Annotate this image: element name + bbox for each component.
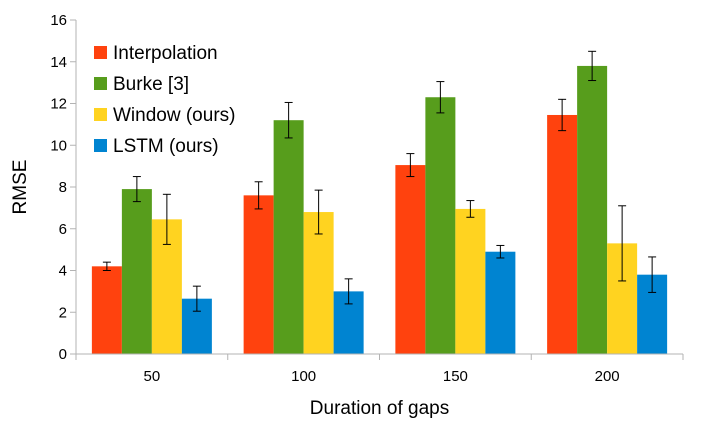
- bar-lstm-ours-150: [485, 251, 516, 354]
- bar-window-ours-150: [455, 208, 486, 354]
- y-tick-label: 2: [59, 304, 67, 321]
- legend: Interpolation Burke [3] Window (ours) LSTM …: [94, 43, 235, 157]
- y-tick-label: 0: [59, 346, 67, 363]
- y-tick-label: 14: [50, 54, 67, 71]
- y-tick-label: 8: [59, 179, 67, 196]
- legend-swatch: [94, 108, 107, 121]
- bar-window-ours-100: [303, 212, 334, 354]
- legend-label: Interpolation: [113, 43, 218, 64]
- y-tick-label: 16: [50, 12, 67, 29]
- bar-interpolation-100: [243, 195, 274, 354]
- bar-burke-3-150: [425, 97, 456, 355]
- bar-burke-3-100: [273, 120, 304, 354]
- y-tick-label: 12: [50, 96, 67, 113]
- legend-label: LSTM (ours): [113, 136, 219, 157]
- y-tick-label: 10: [50, 137, 67, 154]
- legend-swatch: [94, 139, 107, 152]
- bar-interpolation-150: [395, 165, 426, 354]
- x-axis-title: Duration of gaps: [310, 398, 449, 419]
- error-bars-group: [102, 50, 657, 312]
- x-tick-label: 200: [595, 368, 620, 385]
- bar-burke-3-200: [577, 65, 608, 355]
- legend-label: Window (ours): [113, 105, 235, 126]
- bar-burke-3-50: [121, 189, 152, 354]
- legend-swatch: [94, 46, 107, 59]
- y-tick-label: 4: [59, 263, 67, 280]
- bar-interpolation-50: [91, 266, 122, 354]
- x-tick-label: 100: [291, 368, 316, 385]
- legend-swatch: [94, 77, 107, 90]
- y-tick-label: 6: [59, 221, 67, 238]
- x-tick-label: 150: [443, 368, 468, 385]
- y-axis-ticks: 0 2 4 6 8 10 12 14 16: [50, 12, 76, 363]
- bar-interpolation-200: [547, 114, 578, 354]
- y-axis-title: RMSE: [10, 160, 31, 215]
- x-tick-label: 50: [144, 368, 161, 385]
- legend-label: Burke [3]: [113, 74, 189, 95]
- bar-series-group: [91, 65, 668, 355]
- x-axis-ticks: 50 100 150 200: [75, 354, 684, 385]
